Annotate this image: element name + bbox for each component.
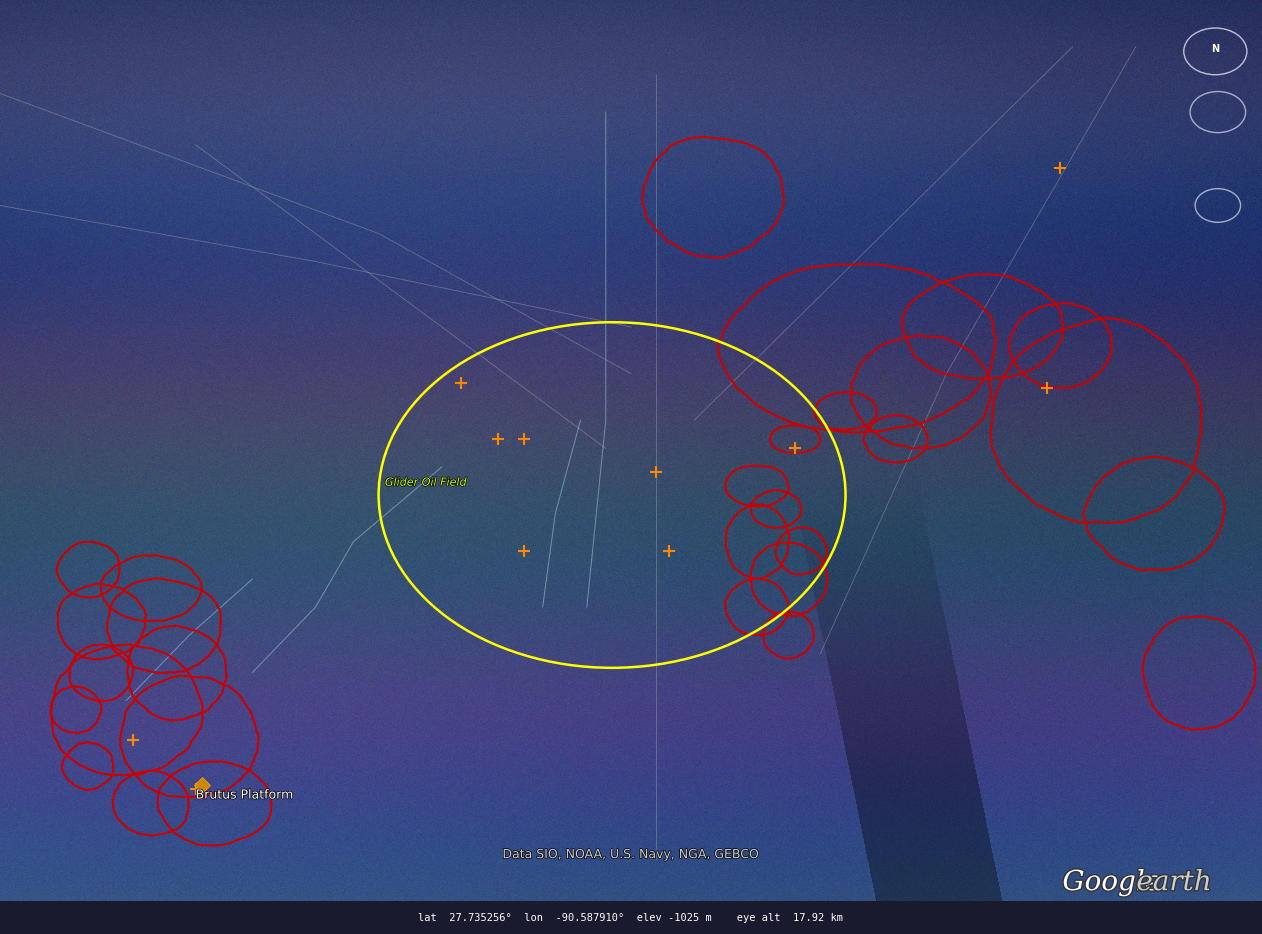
Bar xyxy=(0,901,1262,934)
Text: Google: Google xyxy=(1063,870,1161,896)
Text: Brutus Platform: Brutus Platform xyxy=(196,788,293,801)
Text: N: N xyxy=(1212,44,1219,53)
Text: Data SIO, NOAA, U.S. Navy, NGA, GEBCO: Data SIO, NOAA, U.S. Navy, NGA, GEBCO xyxy=(502,848,760,861)
Text: Glider Oil Field: Glider Oil Field xyxy=(385,477,467,488)
Text: lat  27.735256°  lon  -90.587910°  elev -1025 m    eye alt  17.92 km: lat 27.735256° lon -90.587910° elev -102… xyxy=(419,913,843,923)
Text: earth: earth xyxy=(1136,870,1212,896)
